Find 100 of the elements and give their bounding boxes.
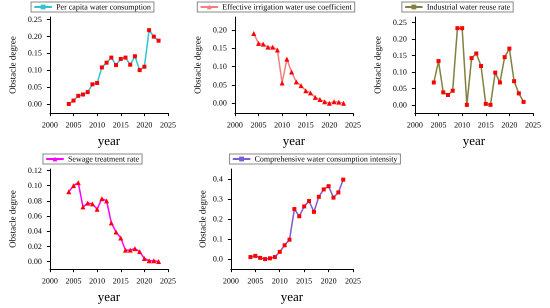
- y-axis-title: Obstacle degree: [8, 190, 18, 248]
- point: [137, 249, 142, 254]
- point: [280, 80, 285, 86]
- x-tick-label: 2010: [272, 276, 288, 286]
- point: [316, 194, 321, 199]
- point: [498, 80, 502, 84]
- point: [441, 90, 446, 94]
- x-tick-label: 2005: [66, 120, 82, 130]
- point: [118, 56, 123, 61]
- point: [464, 102, 469, 107]
- point: [322, 99, 328, 104]
- point: [71, 183, 76, 188]
- point: [251, 31, 256, 36]
- y-tick-label: 0.0: [212, 254, 223, 264]
- point: [284, 56, 290, 62]
- y-tick-label: 0.10: [28, 181, 42, 190]
- y-tick-label: 0.3: [212, 194, 223, 204]
- point: [114, 63, 118, 68]
- point: [493, 70, 498, 75]
- point: [303, 88, 308, 94]
- x-tick-label: 2000: [42, 120, 58, 130]
- y-tick-label: 0.25: [28, 14, 42, 24]
- point: [436, 59, 441, 64]
- y-tick-label: 0.15: [28, 48, 42, 58]
- x-tick-label: 2025: [160, 120, 176, 130]
- y-tick-label: 0.1: [212, 234, 223, 244]
- point: [270, 44, 276, 50]
- point: [522, 100, 526, 104]
- x-axis-title: year: [462, 133, 486, 148]
- point: [488, 102, 492, 107]
- point: [474, 52, 478, 56]
- y-axis-title: Obstacle degree: [197, 190, 208, 248]
- point: [297, 214, 302, 218]
- point: [128, 248, 133, 253]
- point: [132, 54, 137, 58]
- point: [72, 98, 76, 103]
- x-tick-label: 2005: [66, 276, 82, 286]
- point: [484, 102, 488, 106]
- x-tick-label: 2025: [160, 276, 176, 286]
- y-tick-label: 0.00: [392, 100, 407, 110]
- point: [118, 236, 124, 241]
- x-tick-label: 2000: [406, 120, 423, 130]
- point: [95, 80, 100, 85]
- y-axis-title: Obstacle degree: [372, 36, 382, 94]
- point: [326, 100, 332, 106]
- y-tick-label: 0.20: [28, 32, 42, 41]
- point: [253, 254, 258, 258]
- point: [132, 246, 138, 252]
- legend-label: Effective irrigation water use coefficient: [222, 2, 352, 12]
- point: [258, 256, 262, 260]
- y-tick-label: 0.05: [212, 80, 227, 90]
- point: [248, 255, 252, 260]
- x-tick-label: 2010: [89, 276, 106, 286]
- point: [142, 256, 147, 261]
- y-tick-label: 0.02: [28, 242, 42, 251]
- x-tick-label: 2025: [345, 276, 361, 286]
- y-tick-label: 0.10: [392, 67, 407, 76]
- point: [104, 198, 110, 204]
- y-tick-label: 0.25: [392, 18, 407, 28]
- point: [322, 187, 326, 192]
- point: [479, 64, 484, 68]
- y-tick-label: 0.10: [28, 66, 42, 75]
- x-tick-label: 2005: [250, 120, 267, 130]
- point: [288, 238, 292, 242]
- point: [326, 184, 331, 188]
- x-tick-label: 2015: [112, 120, 129, 130]
- point: [432, 80, 436, 84]
- point: [312, 210, 316, 214]
- x-tick-label: 2000: [42, 276, 58, 286]
- point: [94, 206, 100, 212]
- y-tick-label: 0.12: [28, 166, 42, 176]
- x-tick-label: 2010: [89, 120, 106, 130]
- point: [336, 100, 342, 105]
- point: [151, 258, 156, 264]
- legend-label: Per capita water consumption: [56, 2, 151, 12]
- point: [446, 93, 450, 97]
- point: [80, 92, 85, 96]
- point: [100, 65, 104, 70]
- point: [265, 44, 270, 50]
- point: [274, 48, 280, 53]
- point: [470, 56, 474, 60]
- point: [260, 42, 266, 47]
- point: [66, 189, 72, 194]
- point: [80, 204, 86, 210]
- x-tick-label: 2005: [247, 276, 264, 286]
- x-tick-label: 2020: [321, 120, 338, 130]
- point: [502, 55, 507, 60]
- point: [122, 248, 128, 253]
- y-tick-label: 0.2: [212, 214, 223, 224]
- x-tick-label: 2015: [296, 276, 312, 286]
- x-axis-title: year: [98, 289, 121, 304]
- x-tick-label: 2020: [320, 276, 337, 286]
- point: [516, 91, 521, 96]
- x-axis-title: year: [280, 289, 304, 304]
- point: [104, 60, 109, 65]
- x-tick-label: 2000: [226, 120, 243, 130]
- point: [108, 220, 114, 226]
- point: [156, 38, 161, 43]
- point: [76, 94, 80, 98]
- point: [256, 40, 262, 46]
